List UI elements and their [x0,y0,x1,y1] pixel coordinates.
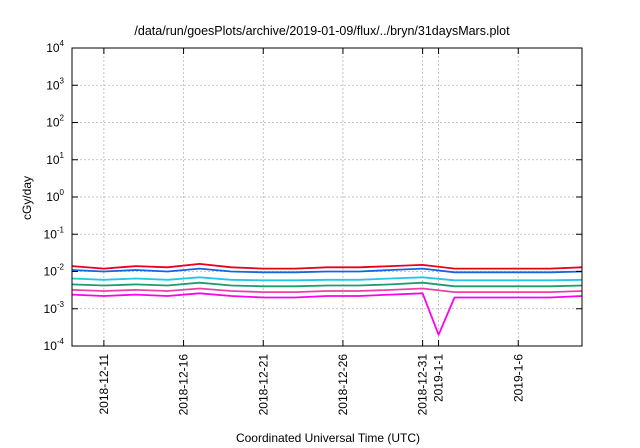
y-tick-label: 102 [46,114,64,130]
x-tick-label: 2018-12-31 [416,354,430,416]
series-line-6 [71,292,583,336]
y-tick-label: 10-3 [44,300,65,316]
y-tick-label: 10-1 [44,225,65,241]
x-tick-label: 2018-12-21 [256,354,270,416]
series-line-2 [71,267,583,274]
x-tick-label: 2019-1-6 [511,354,525,402]
series-line-5 [71,287,583,294]
y-tick-label: 10-2 [44,263,65,279]
y-tick-label: 101 [46,151,64,167]
x-tick-label: 2018-12-16 [177,354,191,416]
y-tick-label: 10-4 [44,337,65,353]
series-line-1 [71,262,583,270]
x-ticks: 2018-12-11 2018-12-16 2018-12-21 2018-12-26… [97,48,525,415]
x-tick-label: 2018-12-11 [97,354,111,415]
gridlines [72,48,582,346]
x-axis-label: Coordinated Universal Time (UTC) [236,431,420,445]
y-tick-label: 103 [46,76,64,92]
chart-title: /data/run/goesPlots/archive/2019-01-09/f… [134,24,510,38]
series-line-3 [71,276,583,282]
y-tick-label: 100 [46,188,64,204]
x-tick-label: 2018-12-26 [336,354,350,416]
y-axis-label: cGy/day [20,176,34,220]
series-lines [71,262,583,336]
series-line-4 [71,281,583,288]
y-tick-label: 104 [46,39,64,55]
x-tick-label: 2019-1-1 [432,354,446,402]
y-ticks: 10-4 10-3 10-2 10-1 100 101 102 103 104 [44,39,582,353]
